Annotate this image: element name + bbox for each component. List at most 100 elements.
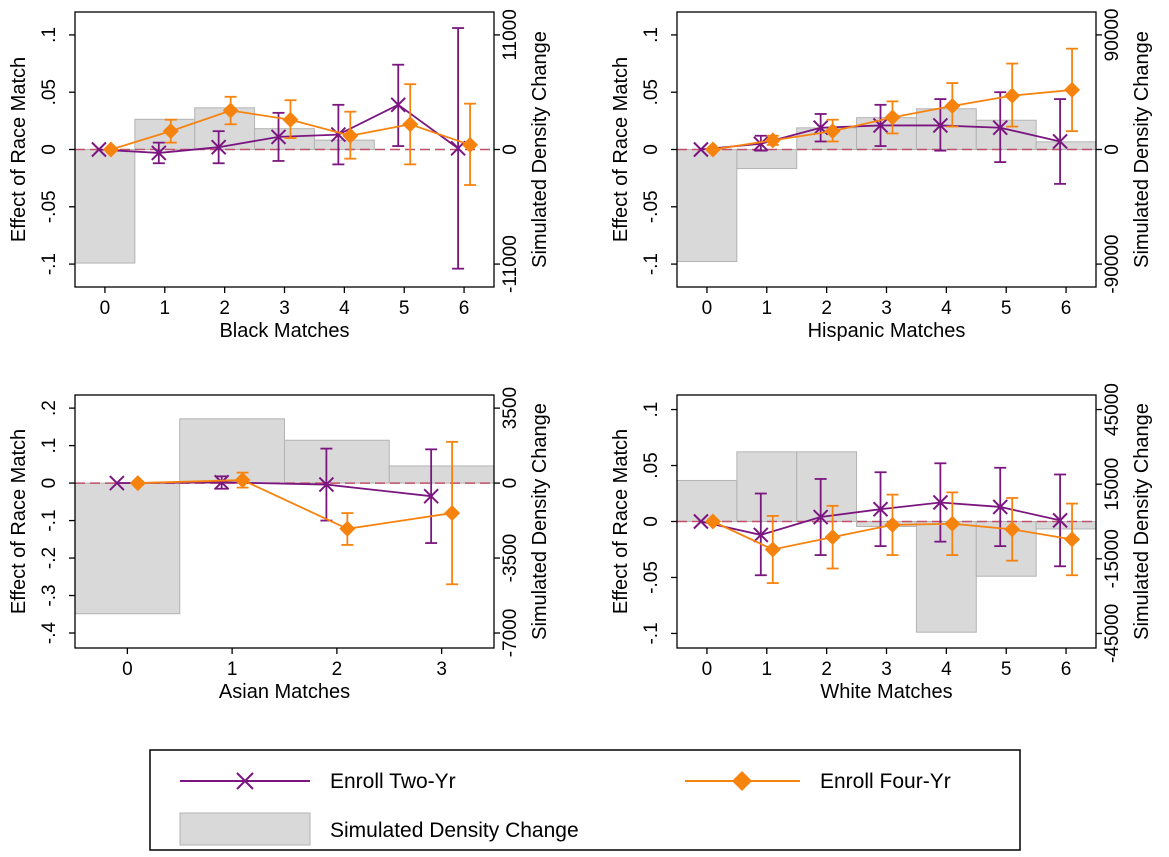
four-year-point bbox=[884, 516, 901, 533]
legend-density-swatch bbox=[179, 812, 311, 846]
y2-tick-label: 45000 bbox=[1102, 383, 1123, 436]
y-tick-label: 0 bbox=[39, 478, 60, 489]
x-tick-label: 1 bbox=[761, 659, 772, 680]
y-tick-label: .05 bbox=[641, 452, 662, 478]
two-year-point bbox=[91, 141, 107, 158]
four-year-point bbox=[402, 116, 419, 133]
four-year-point bbox=[1004, 521, 1021, 538]
two-year-point bbox=[423, 488, 439, 504]
two-year-point bbox=[210, 139, 227, 155]
four-year-point bbox=[764, 541, 781, 558]
two-year-point bbox=[693, 141, 709, 158]
y-axis-label: Effect of Race Match bbox=[8, 429, 30, 614]
legend-two-year-label: Enroll Two-Yr bbox=[330, 770, 456, 793]
four-year-point bbox=[764, 132, 781, 149]
x-tick-label: 4 bbox=[941, 298, 952, 319]
y-tick-label: -.05 bbox=[641, 561, 662, 594]
density-bar bbox=[915, 108, 977, 151]
two-year-point bbox=[109, 475, 125, 491]
four-year-point bbox=[944, 515, 961, 532]
y-tick-label: .1 bbox=[641, 27, 662, 43]
y-tick-label: -.05 bbox=[39, 190, 60, 223]
chart-panel-3: -.4 -.3 -.2 -.1 0 .1 .2 -7000 -3500 0 3500 0 1 2 3 Asia… bbox=[8, 387, 551, 703]
legend: Enroll Two-Yr Enroll Four-Yr Simulated D… bbox=[149, 749, 1021, 851]
y-tick-label: .2 bbox=[39, 400, 60, 416]
legend-density-label: Simulated Density Change bbox=[330, 819, 579, 842]
y2-tick-label: 0 bbox=[500, 478, 521, 489]
x-tick-label: 1 bbox=[227, 659, 238, 680]
x-tick-label: 0 bbox=[702, 298, 713, 319]
density-bar bbox=[975, 119, 1037, 150]
two-year-point bbox=[1052, 133, 1068, 150]
y-tick-label: .05 bbox=[39, 79, 60, 105]
y-axis-label: Effect of Race Match bbox=[610, 429, 632, 614]
density-bar bbox=[74, 482, 181, 615]
y-tick-label: 0 bbox=[39, 144, 60, 155]
two-year-point bbox=[992, 499, 1008, 515]
y2-axis-label: Simulated Density Change bbox=[1131, 31, 1153, 268]
y-tick-label: -.1 bbox=[39, 253, 60, 275]
four-year-point bbox=[234, 472, 251, 489]
x-axis-label: Asian Matches bbox=[219, 681, 350, 703]
x-axis-label: Black Matches bbox=[219, 320, 349, 342]
y-axis-label: Effect of Race Match bbox=[610, 57, 632, 242]
four-year-point bbox=[342, 127, 359, 144]
two-year-point bbox=[213, 474, 230, 491]
y-tick-label: -.3 bbox=[39, 584, 60, 606]
y-axis-label: Effect of Race Match bbox=[8, 57, 30, 242]
y2-tick-label: -11000 bbox=[500, 235, 521, 293]
plot-frame bbox=[74, 394, 495, 649]
y-tick-label: 0 bbox=[641, 144, 662, 155]
two-year-point bbox=[693, 513, 709, 530]
density-bar bbox=[284, 439, 390, 484]
density-bar bbox=[134, 118, 196, 150]
four-year-point bbox=[704, 141, 721, 158]
y2-axis-label: Simulated Density Change bbox=[1131, 403, 1153, 640]
y2-tick-label: 0 bbox=[1102, 144, 1123, 155]
y2-tick-label: -45000 bbox=[1102, 604, 1123, 663]
four-year-point bbox=[704, 513, 721, 530]
chart-panel-4: -.1 -.05 0 .05 .1 -45000 -15000 15000 45000 0 1 2 3 4… bbox=[610, 383, 1153, 703]
four-year-point bbox=[1064, 81, 1081, 98]
two-year-point bbox=[932, 117, 949, 134]
two-year-point bbox=[872, 501, 889, 517]
y2-tick-label: -7000 bbox=[500, 609, 521, 658]
x-tick-label: 0 bbox=[702, 659, 713, 680]
four-year-point bbox=[944, 97, 961, 114]
y-tick-label: -.4 bbox=[39, 621, 60, 644]
x-tick-label: 1 bbox=[761, 298, 772, 319]
x-tick-label: 0 bbox=[122, 659, 133, 680]
four-year-point bbox=[129, 475, 146, 492]
legend-four-year-label: Enroll Four-Yr bbox=[820, 770, 951, 793]
four-year-point bbox=[102, 141, 119, 158]
y-tick-label: .1 bbox=[641, 402, 662, 418]
x-tick-label: 6 bbox=[1061, 298, 1072, 319]
two-year-point bbox=[992, 120, 1008, 136]
y2-tick-label: 11000 bbox=[500, 9, 521, 60]
two-year-point bbox=[450, 140, 466, 157]
two-year-point bbox=[1052, 512, 1068, 529]
y-tick-label: 0 bbox=[641, 516, 662, 527]
x-tick-label: 2 bbox=[219, 298, 230, 319]
four-year-point bbox=[884, 109, 901, 126]
two-year-point bbox=[932, 494, 949, 511]
four-year-point bbox=[824, 123, 841, 140]
four-year-point bbox=[339, 520, 356, 537]
y2-tick-label: 3500 bbox=[500, 387, 521, 429]
two-year-point bbox=[390, 97, 406, 113]
x-tick-label: 4 bbox=[339, 298, 350, 319]
four-year-point bbox=[1064, 531, 1081, 548]
y-tick-label: .05 bbox=[641, 79, 662, 105]
x-tick-label: 6 bbox=[459, 298, 470, 319]
density-bar bbox=[736, 149, 798, 170]
y2-tick-label: -3500 bbox=[500, 534, 521, 583]
x-tick-label: 3 bbox=[881, 659, 892, 680]
four-year-line bbox=[137, 479, 453, 530]
x-axis-label: Hispanic Matches bbox=[808, 320, 966, 342]
y-tick-label: .1 bbox=[39, 27, 60, 43]
two-year-point bbox=[270, 129, 287, 145]
four-year-point bbox=[1004, 87, 1021, 104]
y-tick-label: -.1 bbox=[39, 509, 60, 531]
